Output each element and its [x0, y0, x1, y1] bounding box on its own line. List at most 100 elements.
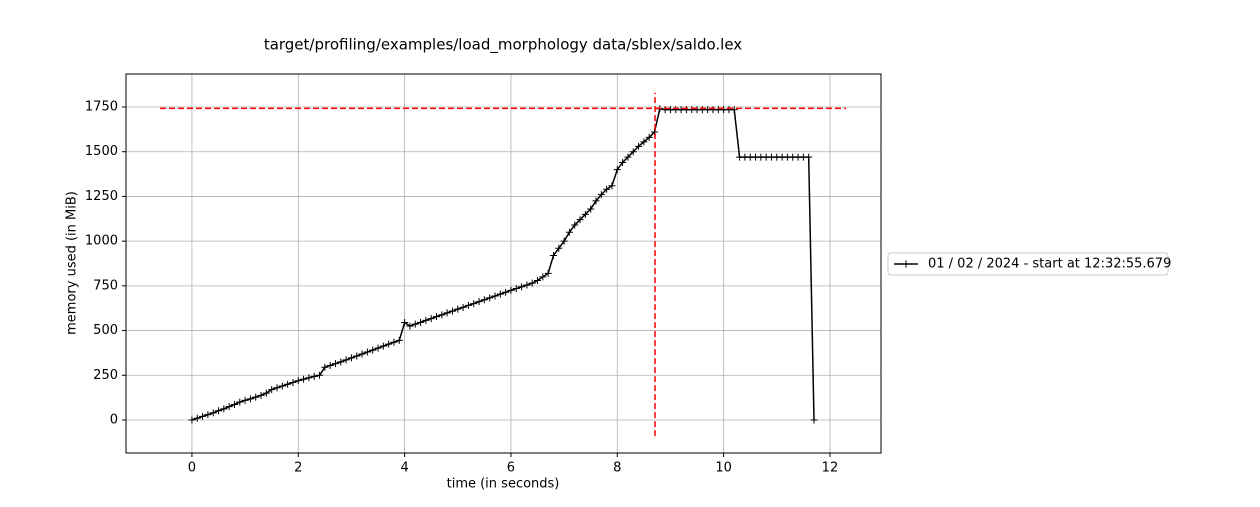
point-marker — [215, 407, 223, 415]
point-marker — [230, 400, 238, 408]
x-tick-label: 4 — [400, 461, 408, 476]
point-marker — [640, 138, 648, 146]
point-marker — [443, 309, 451, 317]
point-marker — [284, 380, 292, 388]
point-marker — [581, 210, 589, 218]
point-marker — [592, 197, 600, 205]
point-marker — [390, 338, 398, 346]
point-marker — [507, 286, 515, 294]
y-tick-label: 0 — [110, 413, 118, 428]
point-marker — [512, 285, 520, 293]
point-marker — [257, 391, 265, 399]
point-marker — [528, 279, 536, 287]
y-tick-label: 1750 — [85, 99, 118, 114]
point-marker — [560, 237, 568, 245]
point-marker — [363, 348, 371, 356]
point-marker — [480, 296, 488, 304]
point-marker — [544, 269, 552, 277]
point-marker — [252, 393, 260, 401]
point-marker — [645, 133, 653, 141]
y-tick-label: 500 — [93, 323, 118, 338]
point-marker — [411, 320, 419, 328]
point-marker — [273, 384, 281, 392]
point-marker — [555, 244, 563, 252]
point-marker — [502, 288, 510, 296]
point-marker — [300, 375, 308, 383]
point-marker — [635, 142, 643, 150]
point-marker — [369, 346, 377, 354]
point-marker — [278, 382, 286, 390]
point-marker — [549, 251, 557, 259]
y-tick-label: 750 — [93, 278, 118, 293]
point-marker — [470, 300, 478, 308]
point-marker — [427, 315, 435, 323]
point-marker — [262, 389, 270, 397]
x-tick-label: 12 — [822, 461, 839, 476]
point-marker — [220, 405, 228, 413]
point-marker — [518, 283, 526, 291]
point-marker — [496, 290, 504, 298]
point-marker — [475, 298, 483, 306]
plot-frame — [125, 73, 882, 454]
point-marker — [385, 340, 393, 348]
x-tick-label: 0 — [188, 461, 196, 476]
point-marker — [241, 396, 249, 404]
point-marker — [464, 301, 472, 309]
point-marker — [438, 311, 446, 319]
point-marker — [225, 403, 233, 411]
point-marker — [316, 371, 324, 379]
point-marker — [310, 372, 318, 380]
y-tick-label: 1000 — [85, 234, 118, 249]
point-marker — [534, 276, 542, 284]
point-marker — [448, 307, 456, 315]
point-marker — [204, 411, 212, 419]
y-tick-label: 1500 — [85, 144, 118, 159]
point-marker — [587, 205, 595, 213]
x-tick-label: 8 — [613, 461, 621, 476]
point-marker — [289, 378, 297, 386]
point-marker — [459, 303, 467, 311]
point-marker — [379, 342, 387, 350]
y-axis-label: memory used (in MiB) — [65, 191, 80, 335]
point-marker — [305, 374, 313, 382]
point-marker — [576, 216, 584, 224]
point-marker — [613, 166, 621, 174]
point-marker — [326, 361, 334, 369]
point-marker — [619, 158, 627, 166]
point-marker — [406, 322, 414, 330]
x-axis-label: time (in seconds) — [447, 477, 560, 492]
point-marker — [294, 377, 302, 385]
point-marker — [395, 336, 403, 344]
point-marker — [571, 221, 579, 229]
point-marker — [523, 281, 531, 289]
point-marker — [188, 416, 196, 424]
point-marker — [539, 273, 547, 281]
point-marker — [624, 153, 632, 161]
point-marker — [236, 398, 244, 406]
point-marker — [246, 395, 254, 403]
point-marker — [337, 358, 345, 366]
point-marker — [193, 414, 201, 422]
point-marker — [417, 318, 425, 326]
y-tick-label: 250 — [93, 368, 118, 383]
point-marker — [353, 352, 361, 360]
x-tick-label: 6 — [507, 461, 515, 476]
point-marker — [321, 363, 329, 371]
point-marker — [805, 153, 813, 161]
series-line — [191, 107, 815, 421]
legend-marker — [902, 260, 910, 268]
point-marker — [422, 316, 430, 324]
y-tick-label: 1250 — [85, 189, 118, 204]
point-marker — [358, 350, 366, 358]
point-marker — [209, 409, 217, 417]
point-marker — [342, 356, 350, 364]
point-marker — [730, 106, 738, 114]
legend-box — [887, 252, 1169, 276]
point-marker — [199, 412, 207, 420]
point-marker — [608, 182, 616, 190]
point-marker — [347, 354, 355, 362]
chart-title: target/profiling/examples/load_morpholog… — [264, 36, 742, 55]
point-marker — [565, 228, 573, 236]
point-marker — [268, 386, 276, 394]
